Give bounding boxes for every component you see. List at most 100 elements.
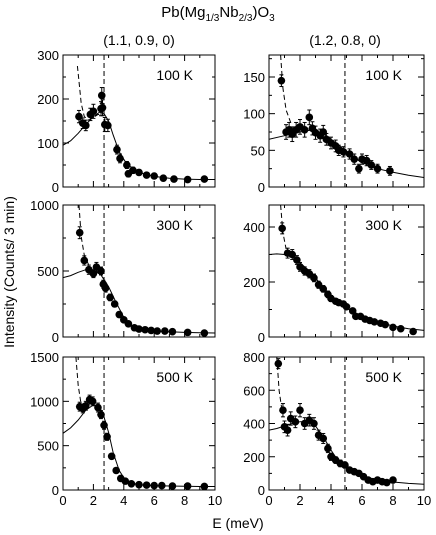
data-point [342,302,351,311]
column-header-left: (1.1, 0.9, 0) [103,32,175,48]
data-marker [115,310,124,319]
data-point [135,325,143,333]
data-marker [183,328,192,337]
x-tick-label: 4 [327,493,334,508]
panel-content [269,55,424,187]
data-marker [319,434,328,443]
data-point [278,222,286,235]
data-point [282,124,290,140]
x-tick-label: 4 [120,493,127,508]
dashed-curve [280,55,292,123]
y-tick-label: 500 [37,439,59,454]
y-axis-label: Intensity (Counts/ 3 min) [1,196,17,348]
data-point [350,153,359,165]
y-tick-label: 1000 [30,198,59,213]
y-tick-label: 400 [243,220,265,235]
y-tick-label: 0 [52,483,59,498]
data-marker [396,324,405,333]
y-tick-label: 150 [243,70,265,85]
data-point [389,323,397,332]
data-point [277,74,286,88]
data-marker [103,433,111,441]
data-point [373,163,382,174]
data-marker [107,452,116,461]
data-point [396,324,405,333]
data-point [103,432,111,441]
data-point [89,103,98,119]
data-marker [183,175,192,184]
data-marker [135,168,143,177]
data-marker [150,481,158,490]
data-marker [142,481,151,489]
data-point [142,171,151,179]
x-tick-label: 8 [389,493,396,508]
data-point [319,285,328,293]
x-tick-label: 8 [181,493,188,508]
data-point [168,482,177,490]
data-marker [110,300,119,308]
data-point [142,481,151,489]
data-point [339,146,348,158]
data-point [115,310,124,319]
data-marker [135,480,143,489]
data-point [150,481,158,490]
data-point [183,175,192,184]
data-point [150,172,158,180]
data-point [97,266,105,276]
y-tick-label: 0 [258,180,265,195]
data-marker [277,76,286,85]
data-marker [135,325,143,333]
data-point [82,119,90,132]
data-marker [367,161,376,169]
data-point [75,109,83,124]
data-point [200,482,209,490]
data-marker [168,482,177,490]
data-marker [200,175,209,183]
data-marker [339,148,348,156]
x-tick-label: 10 [417,493,431,508]
y-tick-label: 200 [243,275,265,290]
data-marker [94,403,102,412]
x-tick-label: 0 [265,493,272,508]
data-marker [127,479,136,488]
data-point [345,148,354,160]
y-tick-label: 100 [37,136,59,151]
data-point [123,160,131,170]
temperature-label: 500 K [365,369,402,385]
data-point [127,479,136,488]
data-point [310,273,318,283]
data-marker [121,477,130,485]
data-marker [291,418,300,426]
data-point [80,255,89,266]
data-marker [98,104,107,112]
data-marker [158,481,166,490]
data-marker [97,410,105,419]
data-marker [142,171,151,179]
panel-content [63,357,215,490]
x-tick-label: 6 [358,493,365,508]
data-point [296,403,304,418]
data-point [183,482,192,490]
temperature-label: 300 K [365,217,402,233]
data-point [97,410,105,420]
dashed-curve [78,205,90,266]
y-tick-label: 1000 [30,394,59,409]
data-marker [345,150,354,158]
data-marker [82,121,90,130]
dashed-curve [75,357,82,405]
data-marker [159,174,168,182]
data-point [116,153,124,164]
data-marker [89,107,98,116]
data-marker [300,126,309,134]
panel-3: 0 500 1000 300 K [30,198,216,345]
data-point [310,417,318,430]
data-marker [310,274,318,282]
fit-curve [269,421,424,485]
data-marker [147,326,155,335]
data-point [288,249,297,260]
data-point [106,293,114,302]
data-point [110,300,119,308]
y-tick-label: 0 [258,330,265,345]
data-marker [274,359,283,368]
data-marker [355,164,363,173]
